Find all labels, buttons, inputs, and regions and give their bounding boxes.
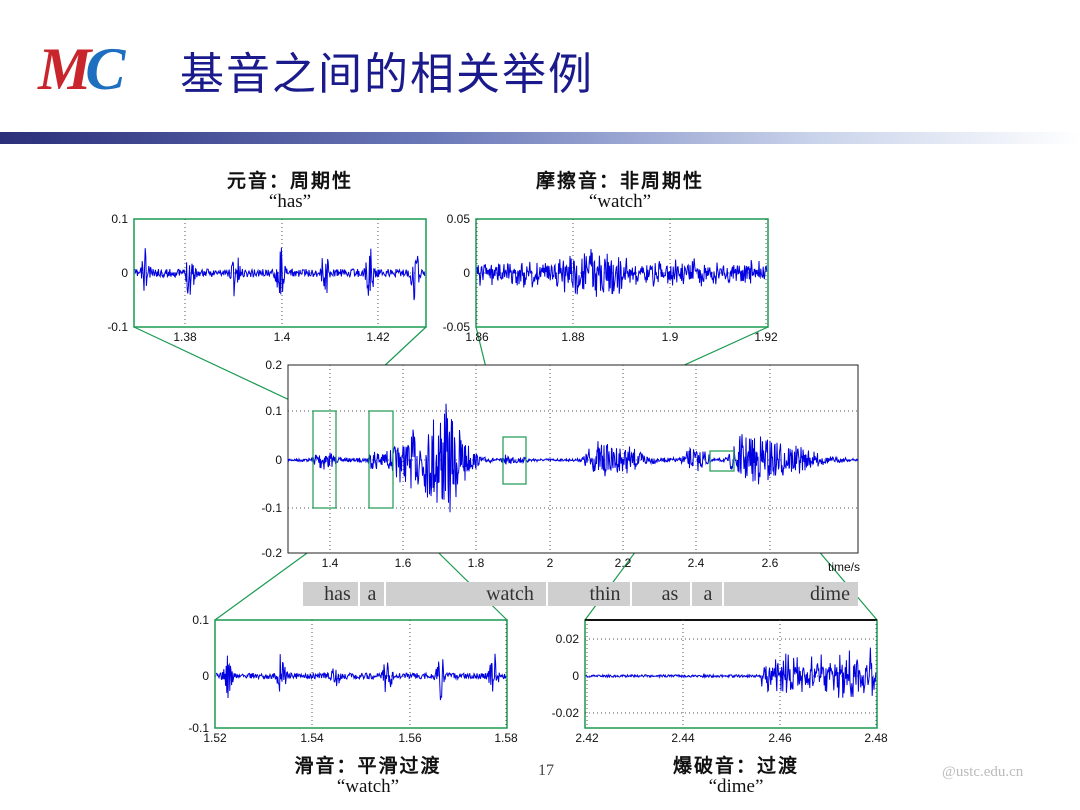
- caption-vowel-word: “has”: [268, 191, 312, 212]
- x-tick-label: 1.4: [322, 556, 339, 570]
- x-tick-label: 1.86: [465, 330, 489, 344]
- y-tick-label: 0: [463, 266, 470, 280]
- x-tick-label: 1.56: [398, 731, 422, 745]
- y-tick-label: 0.02: [556, 632, 580, 646]
- y-tick-label: -0.1: [261, 501, 282, 515]
- x-tick-label: 2.42: [575, 731, 599, 745]
- y-tick-label: 0.1: [192, 613, 209, 627]
- caption-vowel-title: 元音：周期性: [226, 170, 353, 192]
- x-tick-label: 1.52: [203, 731, 227, 745]
- caption-glide-title: 滑音：平滑过渡: [294, 755, 442, 777]
- x-tick-label: 2.4: [688, 556, 705, 570]
- x-tick-label: 1.4: [274, 330, 291, 344]
- y-tick-label: 0: [572, 669, 579, 683]
- x-tick-label: 1.6: [395, 556, 412, 570]
- x-tick-label: 2.46: [768, 731, 792, 745]
- main-plot: 0.2 0.1 0 -0.1 -0.2 1.4 1.6 1.8 2 2.2 2.4 2.6 time…: [261, 358, 860, 574]
- panel-plosive: 0.02 0 -0.02 2.42 2.44 2.46 2.48: [552, 619, 888, 745]
- y-tick-label: -0.2: [261, 546, 282, 560]
- caption-fricative-word: “watch”: [588, 191, 652, 212]
- word-thin: thin: [589, 583, 621, 605]
- y-tick-label: 0: [275, 453, 282, 467]
- title-divider: [0, 132, 1080, 144]
- y-tick-label: -0.05: [443, 320, 471, 334]
- y-tick-label: 0.1: [111, 212, 128, 226]
- x-tick-label: 1.58: [494, 731, 518, 745]
- slide-title: 基音之间的相关举例: [180, 49, 594, 100]
- word-segment-bar: [303, 582, 858, 606]
- word-as: as: [661, 583, 679, 605]
- y-tick-label: 0.2: [265, 358, 282, 372]
- x-tick-label: 1.9: [662, 330, 679, 344]
- caption-plosive: 爆破音：过渡 “dime”: [636, 751, 836, 798]
- page-number: 17: [538, 762, 554, 779]
- y-tick-label: 0.1: [265, 404, 282, 418]
- word-a-2: a: [703, 583, 713, 605]
- y-tick-label: -0.1: [107, 320, 128, 334]
- y-tick-label: 0.05: [447, 212, 471, 226]
- caption-plosive-word: “dime”: [708, 776, 764, 797]
- x-tick-label: 2: [547, 556, 554, 570]
- word-watch: watch: [486, 583, 534, 605]
- x-tick-label: 2.2: [615, 556, 632, 570]
- x-tick-label: 1.54: [300, 731, 324, 745]
- word-dime: dime: [810, 583, 850, 605]
- y-tick-label: 0: [202, 669, 209, 683]
- x-tick-label: 1.38: [173, 330, 197, 344]
- y-tick-label: -0.1: [188, 721, 209, 735]
- zoom-boxes: [312, 410, 735, 509]
- panel-vowel: 0.1 0 -0.1 1.38 1.4 1.42: [107, 212, 427, 344]
- caption-fricative-title: 摩擦音：非周期性: [535, 170, 704, 192]
- watermark: @ustc.edu.cn: [942, 764, 1024, 780]
- word-has: has: [324, 583, 351, 605]
- word-a-1: a: [367, 583, 377, 605]
- x-tick-label: 2.48: [864, 731, 888, 745]
- panel-fricative: 0.05 0 -0.051.86 1.88 1.9 1.92: [443, 212, 778, 344]
- y-tick-label: -0.02: [552, 706, 580, 720]
- x-tick-label: 1.8: [468, 556, 485, 570]
- caption-vowel: 元音：周期性 “has”: [190, 166, 390, 213]
- x-tick-label: 1.42: [366, 330, 390, 344]
- caption-glide: 滑音：平滑过渡 “watch”: [268, 751, 468, 798]
- x-tick-label: 1.92: [754, 330, 778, 344]
- x-tick-label: 2.6: [762, 556, 779, 570]
- panel-glide: 0.1 0 -0.11.52 1.54 1.56 1.58: [188, 613, 518, 745]
- caption-glide-word: “watch”: [336, 776, 400, 797]
- caption-plosive-title: 爆破音：过渡: [672, 755, 799, 777]
- mc-logo: MC: [38, 36, 126, 102]
- caption-fricative: 摩擦音：非周期性 “watch”: [510, 166, 730, 213]
- x-tick-label: 2.44: [671, 731, 695, 745]
- y-tick-label: 0: [121, 266, 128, 280]
- x-tick-label: 1.88: [561, 330, 585, 344]
- x-axis-unit: time/s: [828, 560, 860, 574]
